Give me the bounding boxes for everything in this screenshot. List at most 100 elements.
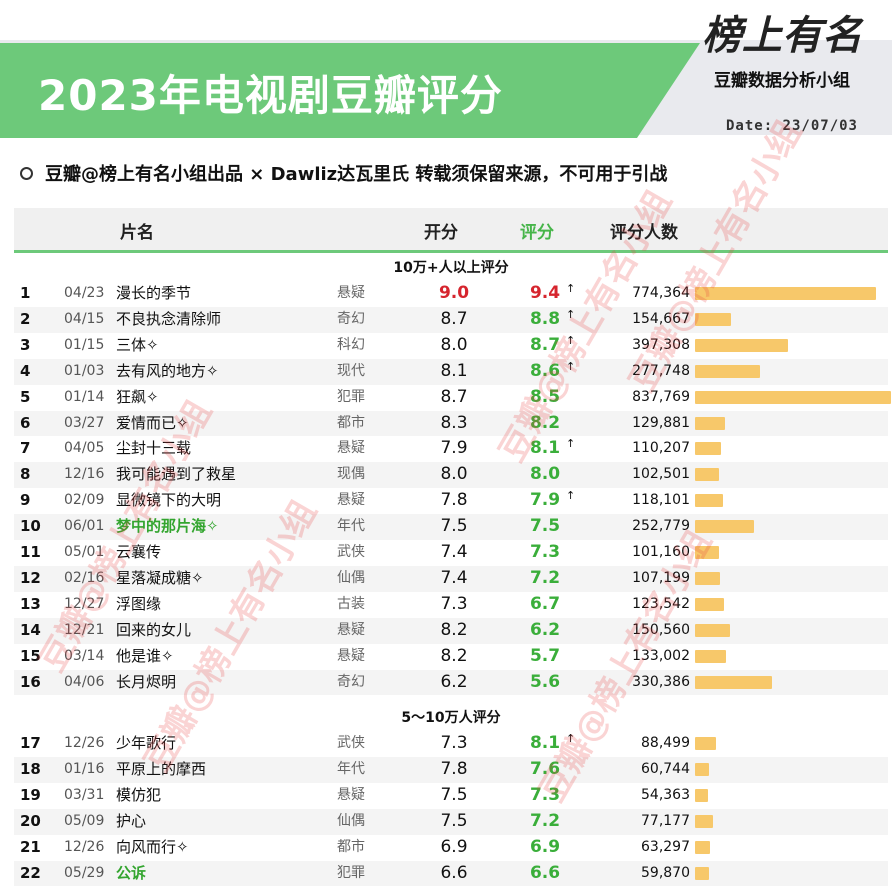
title-cell: 狂飙✧	[116, 387, 159, 406]
up-arrow-icon: ↑	[566, 732, 576, 745]
date-cell: 05/01	[64, 544, 105, 560]
rating-count-bar	[695, 416, 726, 430]
title-cell: 漫长的季节	[116, 284, 192, 302]
genre-cell: 现偶	[337, 466, 365, 483]
rank-cell: 16	[20, 672, 41, 691]
rank-cell: 7	[20, 439, 31, 458]
title-cell: 向风而行✧	[116, 837, 189, 856]
score-cell: 9.4	[529, 283, 561, 303]
rating-count-cell: 774,364	[632, 285, 690, 301]
score-cell: 8.2	[529, 412, 561, 433]
title-cell: 云襄传	[116, 543, 162, 561]
rating-count-cell: 63,297	[641, 838, 690, 855]
open-score-cell: 7.5	[440, 516, 468, 537]
date-cell: 01/15	[64, 336, 105, 353]
rank-cell: 2	[20, 309, 31, 328]
table-row: 17 12/26 少年歌行 武侠 7.3 8.1 ↑ 88,499	[14, 731, 888, 757]
score-cell: 8.1	[529, 733, 561, 753]
table-row: 1 04/23 漫长的季节 悬疑 9.0 9.4 ↑ 774,364	[14, 281, 888, 307]
title-cell: 去有风的地方✧	[116, 361, 219, 380]
table-row: 13 12/27 浮图缘 古装 7.3 6.7 123,542	[14, 592, 888, 618]
genre-cell: 科幻	[337, 336, 365, 353]
date-cell: 05/09	[64, 812, 105, 829]
rank-cell: 12	[20, 568, 41, 587]
rank-cell: 9	[20, 491, 31, 510]
rank-cell: 21	[20, 837, 41, 856]
genre-cell: 悬疑	[337, 621, 365, 638]
date-cell: 12/16	[64, 466, 105, 483]
rank-cell: 8	[20, 465, 31, 484]
rating-count-bar	[695, 762, 710, 776]
date-cell: 04/06	[64, 673, 105, 690]
column-header-open: 开分	[424, 223, 458, 243]
up-arrow-icon: ↑	[566, 437, 576, 451]
open-score-cell: 6.9	[440, 836, 468, 857]
rank-cell: 3	[20, 335, 31, 354]
rank-cell: 20	[20, 811, 41, 830]
open-score-cell: 8.0	[440, 464, 468, 485]
circle-bullet-icon	[20, 166, 33, 180]
table-row: 3 01/15 三体✧ 科幻 8.0 8.7 ↑ 397,308	[14, 333, 888, 359]
genre-cell: 仙偶	[337, 812, 365, 829]
score-cell: 8.7	[529, 334, 561, 355]
score-cell: 8.0	[529, 464, 561, 485]
score-cell: 7.3	[529, 784, 561, 805]
genre-cell: 都市	[337, 838, 365, 855]
title-cell: 梦中的那片海✧	[116, 517, 219, 536]
rating-count-bar	[695, 546, 719, 559]
score-cell: 7.2	[529, 810, 561, 831]
rating-count-cell: 252,779	[632, 518, 690, 535]
rating-count-cell: 59,870	[641, 864, 690, 881]
source-note-text: 豆瓣@榜上有名小组出品 × Dawliz达瓦里氏 转载须保留来源，不可用于引战	[45, 164, 668, 185]
title-cell: 他是谁✧	[116, 646, 174, 665]
open-score-cell: 7.8	[440, 758, 468, 779]
rating-count-cell: 101,160	[632, 544, 690, 560]
table-row: 14 12/21 回来的女儿 悬疑 8.2 6.2 150,560	[14, 617, 888, 644]
column-header-score: 评分	[520, 223, 554, 243]
up-arrow-icon: ↑	[566, 333, 576, 347]
rank-cell: 13	[20, 594, 41, 613]
title-cell: 尘封十三载	[116, 439, 192, 458]
title-cell: 公诉	[116, 863, 147, 882]
up-arrow-icon: ↑	[566, 489, 576, 503]
table-row: 8 12/16 我可能遇到了救星 现偶 8.0 8.0 102,501	[14, 462, 888, 489]
genre-cell: 悬疑	[337, 647, 365, 664]
table-row: 9 02/09 显微镜下的大明 悬疑 7.8 7.9 ↑ 118,101	[14, 488, 888, 514]
rating-count-cell: 397,308	[632, 336, 690, 353]
score-cell: 7.5	[529, 516, 561, 537]
rating-count-bar	[695, 571, 721, 585]
table-row: 5 01/14 狂飙✧ 犯罪 8.7 8.5 837,769	[14, 385, 891, 411]
date-cell: 01/14	[64, 388, 105, 405]
genre-cell: 悬疑	[337, 285, 365, 301]
score-cell: 6.2	[529, 619, 561, 640]
open-score-cell: 8.3	[440, 412, 468, 433]
rating-count-cell: 277,748	[632, 362, 690, 379]
genre-cell: 奇幻	[337, 310, 365, 327]
rating-count-bar	[695, 675, 773, 689]
rating-count-bar	[695, 866, 709, 880]
genre-cell: 武侠	[337, 544, 365, 560]
rank-cell: 6	[20, 413, 31, 432]
title-cell: 护心	[116, 811, 147, 830]
rank-cell: 22	[20, 863, 41, 882]
rating-count-cell: 837,769	[632, 388, 690, 405]
date-cell: 04/15	[64, 310, 105, 327]
up-arrow-icon: ↑	[566, 282, 576, 295]
table-row: 7 04/05 尘封十三载 悬疑 7.9 8.1 ↑ 110,207	[14, 436, 888, 462]
title-cell: 少年歌行	[116, 734, 177, 752]
date-cell: 12/26	[64, 838, 105, 855]
title-cell: 回来的女儿	[116, 620, 192, 639]
rank-cell: 4	[20, 361, 31, 380]
brand-block: 榜上有名 豆瓣数据分析小组	[692, 12, 872, 91]
rating-count-cell: 330,386	[632, 673, 690, 690]
table-row: 12 02/16 星落凝成糖✧ 仙偶 7.4 7.2 107,199	[14, 565, 888, 592]
open-score-cell: 7.4	[440, 567, 468, 588]
rating-count-cell: 123,542	[632, 595, 690, 612]
score-cell: 7.6	[529, 758, 561, 779]
open-score-cell: 7.5	[440, 784, 468, 805]
section-label-50k-100k: 5～10万人评分	[401, 710, 501, 726]
title-cell: 浮图缘	[116, 594, 162, 613]
table-row: 19 03/31 模仿犯 悬疑 7.5 7.3 54,363	[14, 783, 888, 809]
rating-count-bar	[695, 364, 760, 378]
date-cell: 03/31	[64, 786, 105, 803]
